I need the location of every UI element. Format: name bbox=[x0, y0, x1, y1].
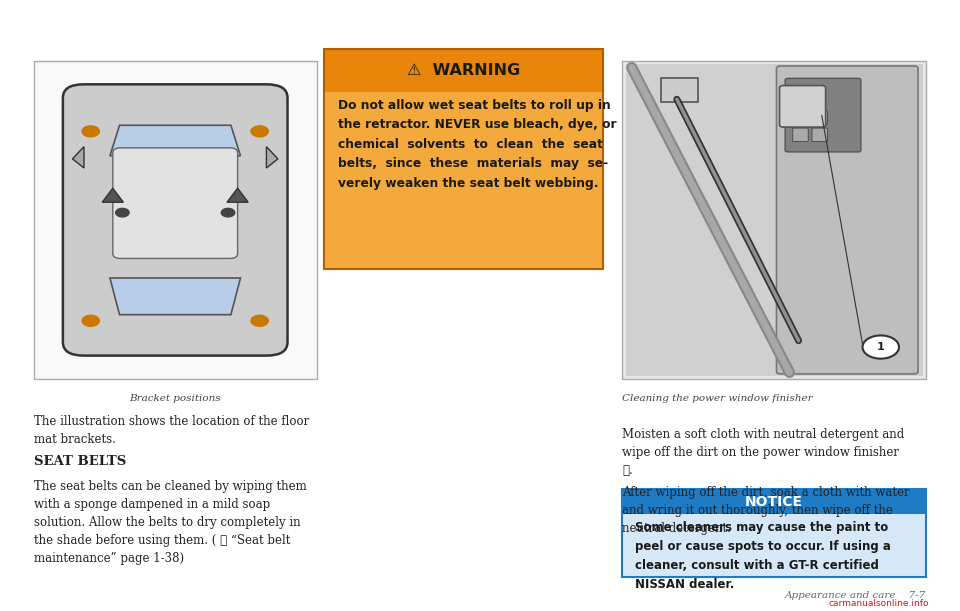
FancyBboxPatch shape bbox=[113, 148, 238, 258]
Text: The illustration shows the location of the floor
mat brackets.: The illustration shows the location of t… bbox=[34, 415, 309, 447]
Text: The seat belts can be cleaned by wiping them
with a sponge dampened in a mild so: The seat belts can be cleaned by wiping … bbox=[34, 480, 306, 565]
Polygon shape bbox=[661, 78, 698, 102]
Text: carmanualsonline.info: carmanualsonline.info bbox=[828, 599, 929, 608]
Circle shape bbox=[116, 208, 129, 217]
Text: NOTICE: NOTICE bbox=[745, 495, 804, 508]
Text: Do not allow wet seat belts to roll up in
the retractor. NEVER use bleach, dye, : Do not allow wet seat belts to roll up i… bbox=[338, 99, 616, 190]
Polygon shape bbox=[227, 188, 248, 202]
FancyBboxPatch shape bbox=[63, 84, 288, 356]
FancyBboxPatch shape bbox=[622, 514, 926, 577]
Circle shape bbox=[862, 335, 899, 359]
Circle shape bbox=[251, 315, 268, 326]
FancyBboxPatch shape bbox=[622, 61, 926, 379]
Polygon shape bbox=[266, 147, 278, 168]
Text: Cleaning the power window finisher: Cleaning the power window finisher bbox=[622, 394, 813, 403]
Text: Some cleaners may cause the paint to
peel or cause spots to occur. If using a
cl: Some cleaners may cause the paint to pee… bbox=[635, 521, 891, 591]
Circle shape bbox=[251, 126, 268, 137]
FancyBboxPatch shape bbox=[626, 64, 923, 376]
Text: SEAT BELTS: SEAT BELTS bbox=[34, 455, 126, 468]
FancyBboxPatch shape bbox=[785, 78, 861, 152]
FancyBboxPatch shape bbox=[324, 49, 603, 92]
FancyBboxPatch shape bbox=[793, 111, 808, 125]
Text: Bracket positions: Bracket positions bbox=[129, 394, 221, 403]
FancyBboxPatch shape bbox=[34, 61, 317, 379]
Circle shape bbox=[221, 208, 235, 217]
FancyBboxPatch shape bbox=[622, 489, 926, 514]
Text: Moisten a soft cloth with neutral detergent and
wipe off the dirt on the power w: Moisten a soft cloth with neutral deterg… bbox=[622, 428, 904, 477]
Polygon shape bbox=[73, 147, 84, 168]
FancyBboxPatch shape bbox=[793, 128, 808, 142]
Polygon shape bbox=[102, 188, 123, 202]
FancyBboxPatch shape bbox=[777, 66, 918, 374]
Text: Appearance and care    7-7: Appearance and care 7-7 bbox=[785, 591, 926, 600]
Circle shape bbox=[82, 315, 100, 326]
Text: After wiping off the dirt, soak a cloth with water
and wring it out thoroughly, : After wiping off the dirt, soak a cloth … bbox=[622, 486, 910, 535]
Polygon shape bbox=[109, 125, 240, 156]
Circle shape bbox=[82, 126, 100, 137]
Text: ⚠  WARNING: ⚠ WARNING bbox=[407, 63, 520, 78]
Polygon shape bbox=[109, 278, 240, 315]
FancyBboxPatch shape bbox=[812, 111, 828, 125]
FancyBboxPatch shape bbox=[812, 128, 828, 142]
FancyBboxPatch shape bbox=[780, 86, 826, 127]
FancyBboxPatch shape bbox=[324, 92, 603, 269]
Text: 1: 1 bbox=[876, 342, 884, 352]
